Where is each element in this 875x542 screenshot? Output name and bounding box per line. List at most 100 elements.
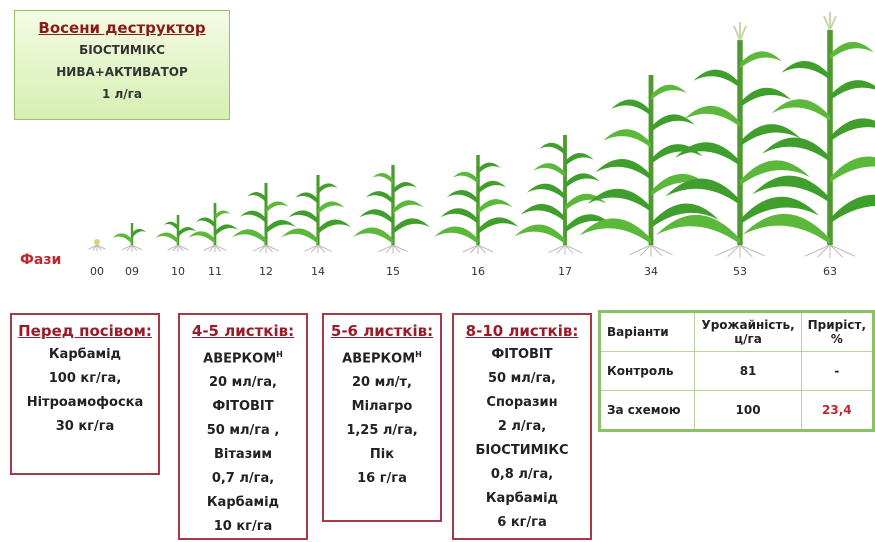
leaf [188, 231, 215, 244]
autumn-line: 1 л/га [101, 87, 143, 101]
root [650, 244, 673, 256]
leaf [178, 227, 197, 238]
step-text: 16 г/га [357, 471, 407, 487]
step-line: Карбамід [454, 487, 590, 511]
step-text: 10 кг/га [213, 519, 273, 535]
root [214, 244, 227, 251]
root [739, 244, 753, 258]
table-row: За схемою 100 23,4 [598, 390, 875, 431]
phase-label: 15 [386, 265, 400, 278]
leaf [434, 226, 478, 244]
table-cell: За схемою [598, 390, 696, 431]
leaf [295, 192, 318, 204]
leaf [112, 233, 132, 244]
root [177, 244, 189, 251]
root [477, 244, 486, 254]
root [317, 244, 332, 252]
leaf [656, 214, 740, 244]
step-line: 6 кг/га [454, 511, 590, 535]
step-sup: Н [415, 350, 422, 359]
root [392, 244, 401, 254]
leaf [830, 118, 875, 142]
step-line: 10 кг/га [180, 515, 306, 539]
root [727, 244, 741, 258]
root [817, 244, 831, 258]
step-line: 20 мл/га, [180, 371, 306, 395]
step-text: Карбамід [206, 495, 280, 511]
step-text: Нітроамофоска [26, 395, 144, 410]
leaf [478, 217, 519, 234]
root [131, 244, 138, 252]
leaf [674, 142, 740, 166]
leaf [281, 228, 318, 244]
root [265, 244, 280, 252]
root [564, 244, 574, 255]
table-cell: 100 [694, 390, 802, 431]
step-line: 0,8 л/га, [454, 463, 590, 487]
leaf [353, 227, 393, 244]
step-line: Карбамід [180, 491, 306, 515]
step-text: Карбамід [485, 491, 559, 506]
root [556, 244, 566, 255]
leaf [740, 87, 792, 108]
leaf [762, 137, 830, 162]
root [829, 244, 843, 258]
phase-label: 09 [125, 265, 139, 278]
leaf [830, 80, 875, 101]
leaf [232, 229, 266, 244]
step-text: 30 кг/га [55, 419, 115, 434]
autumn-line: НИВА+АКТИВАТОР [56, 65, 188, 79]
step-line: ФІТОВІТ [180, 395, 306, 419]
leaf [651, 84, 687, 100]
leaf [318, 183, 338, 194]
leaf [565, 214, 613, 233]
phase-label: 12 [259, 265, 273, 278]
step-text: Мілагро [351, 399, 413, 415]
step-text: 20 мл/га, [208, 375, 277, 391]
leaf [651, 114, 695, 132]
root [564, 244, 583, 254]
leaf [740, 196, 820, 225]
step-line: 50 мл/га , [180, 419, 306, 443]
leaf [595, 158, 651, 180]
leaf [693, 69, 740, 88]
leaf [740, 160, 810, 186]
root [477, 244, 494, 253]
table-cell: Контроль [598, 351, 696, 391]
leaf [742, 213, 830, 244]
root [470, 244, 479, 254]
leaf [533, 163, 565, 178]
leaf [478, 199, 513, 214]
leaf [393, 182, 418, 194]
leaf [318, 219, 352, 234]
leaf [247, 192, 266, 203]
phase-label: 16 [471, 265, 485, 278]
leaf [587, 188, 651, 212]
leaf [565, 173, 600, 189]
root [265, 244, 273, 253]
step-text: 20 мл/т, [352, 375, 412, 391]
step-text: Вітазим [214, 447, 272, 463]
leaf [452, 171, 478, 184]
leaf [215, 224, 238, 236]
leaf [579, 218, 651, 244]
step-line: 1,25 л/га, [324, 419, 440, 443]
step-text: 100 кг/га, [48, 371, 122, 386]
root [310, 244, 319, 253]
leaf [239, 210, 266, 224]
autumn-title: Восени деструктор [38, 19, 206, 37]
tassel [823, 12, 837, 31]
root [650, 244, 663, 257]
step-line: Вітазим [180, 443, 306, 467]
root [126, 244, 133, 252]
step-line: Мілагро [324, 395, 440, 419]
root [122, 244, 133, 251]
step-line: 30 кг/га [12, 415, 158, 439]
phase-label: 34 [644, 265, 658, 278]
step-line: Споразин [454, 391, 590, 415]
root [639, 244, 652, 257]
phase-label: 14 [311, 265, 325, 278]
leaf [372, 172, 393, 184]
phase-label: 00 [90, 265, 104, 278]
root [304, 244, 319, 252]
